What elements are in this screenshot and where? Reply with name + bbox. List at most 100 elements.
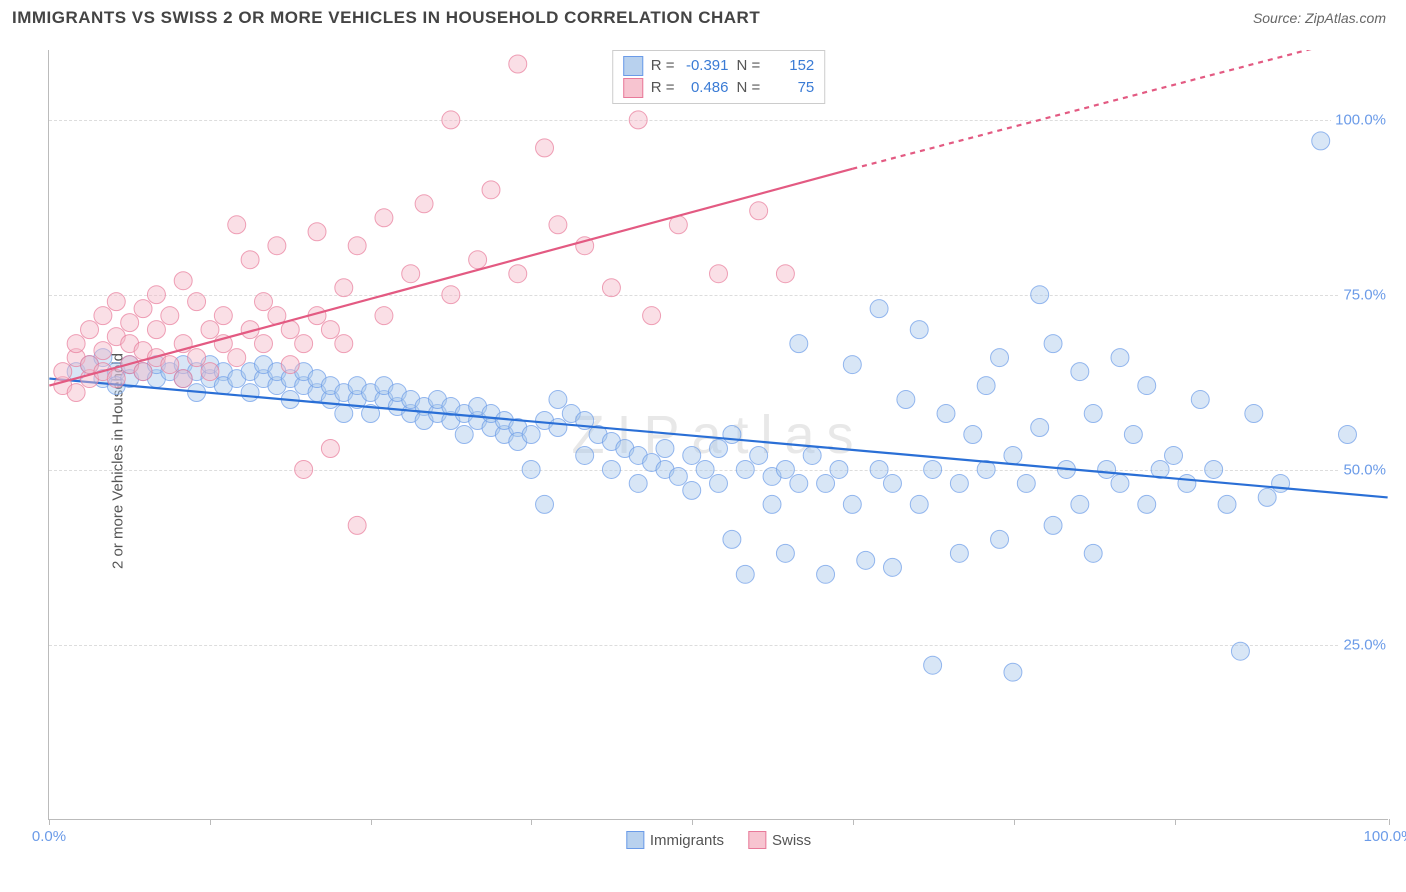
data-point-immigrants	[991, 530, 1009, 548]
data-point-immigrants	[1338, 426, 1356, 444]
data-point-swiss	[67, 384, 85, 402]
data-point-swiss	[442, 286, 460, 304]
data-point-swiss	[295, 460, 313, 478]
data-point-immigrants	[803, 446, 821, 464]
x-tick	[531, 819, 532, 825]
data-point-immigrants	[683, 446, 701, 464]
x-tick	[49, 819, 50, 825]
data-point-immigrants	[924, 460, 942, 478]
data-point-swiss	[268, 237, 286, 255]
swatch-immigrants	[623, 56, 643, 76]
data-point-immigrants	[549, 391, 567, 409]
data-point-swiss	[134, 363, 152, 381]
n-value-immigrants: 152	[768, 55, 814, 77]
data-point-immigrants	[1044, 516, 1062, 534]
data-point-swiss	[228, 349, 246, 367]
data-point-immigrants	[910, 321, 928, 339]
x-tick	[210, 819, 211, 825]
data-point-immigrants	[455, 426, 473, 444]
data-point-swiss	[147, 321, 165, 339]
data-point-immigrants	[1111, 474, 1129, 492]
data-point-immigrants	[1004, 446, 1022, 464]
data-point-immigrants	[950, 544, 968, 562]
data-point-immigrants	[736, 460, 754, 478]
data-point-immigrants	[857, 551, 875, 569]
data-point-immigrants	[335, 405, 353, 423]
data-point-immigrants	[870, 300, 888, 318]
data-point-immigrants	[549, 419, 567, 437]
data-point-swiss	[121, 314, 139, 332]
data-point-swiss	[228, 216, 246, 234]
data-point-swiss	[549, 216, 567, 234]
chart-title: IMMIGRANTS VS SWISS 2 OR MORE VEHICLES I…	[12, 8, 760, 28]
data-point-immigrants	[1178, 474, 1196, 492]
data-point-immigrants	[790, 335, 808, 353]
data-point-immigrants	[723, 530, 741, 548]
x-tick	[1014, 819, 1015, 825]
data-point-swiss	[174, 272, 192, 290]
data-point-immigrants	[937, 405, 955, 423]
data-point-immigrants	[1258, 488, 1276, 506]
data-point-swiss	[321, 321, 339, 339]
data-point-swiss	[255, 335, 273, 353]
data-point-immigrants	[830, 460, 848, 478]
data-point-swiss	[509, 265, 527, 283]
swatch-swiss	[748, 831, 766, 849]
plot-region: ZIPatlas R = -0.391 N = 152 R = 0.486 N …	[48, 50, 1388, 820]
data-point-swiss	[107, 370, 125, 388]
x-tick	[692, 819, 693, 825]
data-point-immigrants	[897, 391, 915, 409]
n-label: N =	[737, 55, 761, 77]
x-tick-label: 0.0%	[32, 828, 66, 845]
data-point-immigrants	[883, 558, 901, 576]
swatch-swiss	[623, 78, 643, 98]
data-point-swiss	[629, 111, 647, 129]
data-point-immigrants	[1098, 460, 1116, 478]
n-label: N =	[737, 77, 761, 99]
stats-box: R = -0.391 N = 152 R = 0.486 N = 75	[612, 50, 826, 104]
data-point-swiss	[188, 293, 206, 311]
data-point-swiss	[255, 293, 273, 311]
data-point-swiss	[214, 307, 232, 325]
data-point-immigrants	[776, 460, 794, 478]
source-label: Source: ZipAtlas.com	[1253, 10, 1386, 26]
stats-row-immigrants: R = -0.391 N = 152	[623, 55, 815, 77]
data-point-immigrants	[883, 474, 901, 492]
data-point-immigrants	[950, 474, 968, 492]
data-point-immigrants	[790, 474, 808, 492]
data-point-immigrants	[710, 474, 728, 492]
data-point-immigrants	[817, 565, 835, 583]
data-point-immigrants	[656, 439, 674, 457]
data-point-swiss	[335, 335, 353, 353]
data-point-immigrants	[1071, 363, 1089, 381]
data-point-immigrants	[1272, 474, 1290, 492]
data-point-immigrants	[1084, 544, 1102, 562]
data-point-swiss	[161, 307, 179, 325]
data-point-immigrants	[910, 495, 928, 513]
legend-label-swiss: Swiss	[772, 832, 811, 849]
data-point-immigrants	[1312, 132, 1330, 150]
data-point-immigrants	[1205, 460, 1223, 478]
data-point-immigrants	[602, 460, 620, 478]
data-point-immigrants	[1031, 419, 1049, 437]
data-point-immigrants	[522, 426, 540, 444]
r-value-swiss: 0.486	[683, 77, 729, 99]
data-point-immigrants	[1218, 495, 1236, 513]
data-point-swiss	[348, 516, 366, 534]
data-point-swiss	[134, 300, 152, 318]
data-point-immigrants	[696, 460, 714, 478]
data-point-immigrants	[1044, 335, 1062, 353]
data-point-swiss	[335, 279, 353, 297]
data-point-immigrants	[1084, 405, 1102, 423]
data-point-swiss	[54, 363, 72, 381]
x-tick-label: 100.0%	[1364, 828, 1406, 845]
stats-row-swiss: R = 0.486 N = 75	[623, 77, 815, 99]
data-point-immigrants	[776, 544, 794, 562]
data-point-swiss	[295, 335, 313, 353]
data-point-immigrants	[843, 495, 861, 513]
data-point-immigrants	[522, 460, 540, 478]
data-point-swiss	[188, 349, 206, 367]
data-point-immigrants	[964, 426, 982, 444]
data-point-immigrants	[1191, 391, 1209, 409]
data-point-swiss	[308, 223, 326, 241]
